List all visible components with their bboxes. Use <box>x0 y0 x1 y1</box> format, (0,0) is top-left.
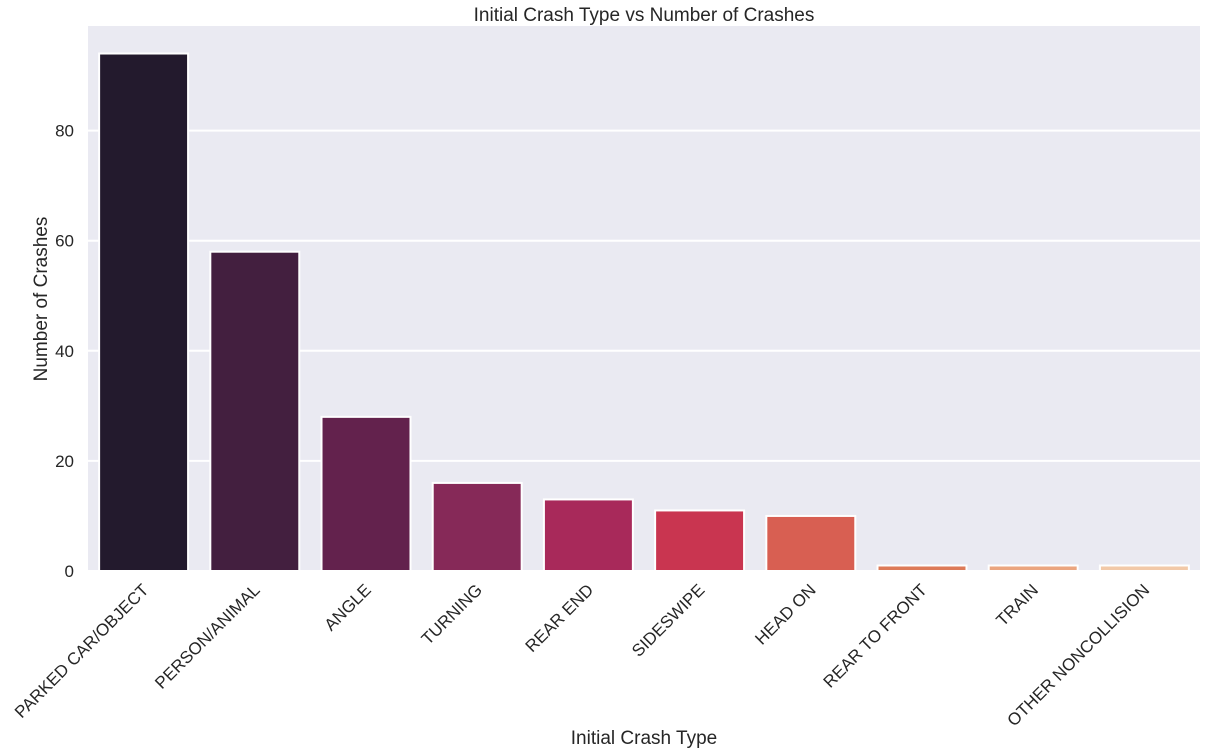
x-tick-label: REAR END <box>522 580 598 656</box>
y-tick-label: 20 <box>55 452 74 471</box>
y-tick-label: 0 <box>65 562 74 581</box>
bar <box>987 564 1079 572</box>
bar <box>654 509 746 573</box>
x-tick-label: SIDESWIPE <box>628 580 708 660</box>
bar <box>876 564 968 572</box>
bar <box>320 415 412 572</box>
bar <box>431 481 523 572</box>
bar <box>765 514 857 573</box>
y-tick-label: 40 <box>55 342 74 361</box>
x-tick-label: ANGLE <box>321 580 375 634</box>
x-axis-label: Initial Crash Type <box>571 728 717 749</box>
x-tick-label: HEAD ON <box>751 580 819 648</box>
x-tick-label: PARKED CAR/OBJECT <box>11 580 152 721</box>
x-tick-label: TRAIN <box>993 580 1042 629</box>
bar <box>209 250 301 573</box>
x-tick-label: PERSON/ANIMAL <box>151 580 263 692</box>
x-tick-label: REAR TO FRONT <box>820 580 931 691</box>
chart-title: Initial Crash Type vs Number of Crashes <box>474 5 815 26</box>
y-axis-label: Number of Crashes <box>31 217 52 382</box>
y-tick-label: 80 <box>55 122 74 141</box>
bar <box>98 52 190 572</box>
y-tick-label: 60 <box>55 232 74 251</box>
bar <box>542 498 634 573</box>
y-tick-labels: 0 20 40 60 80 <box>55 122 74 581</box>
x-tick-label: TURNING <box>418 580 486 648</box>
bars <box>98 52 1190 573</box>
bar <box>1098 564 1190 572</box>
